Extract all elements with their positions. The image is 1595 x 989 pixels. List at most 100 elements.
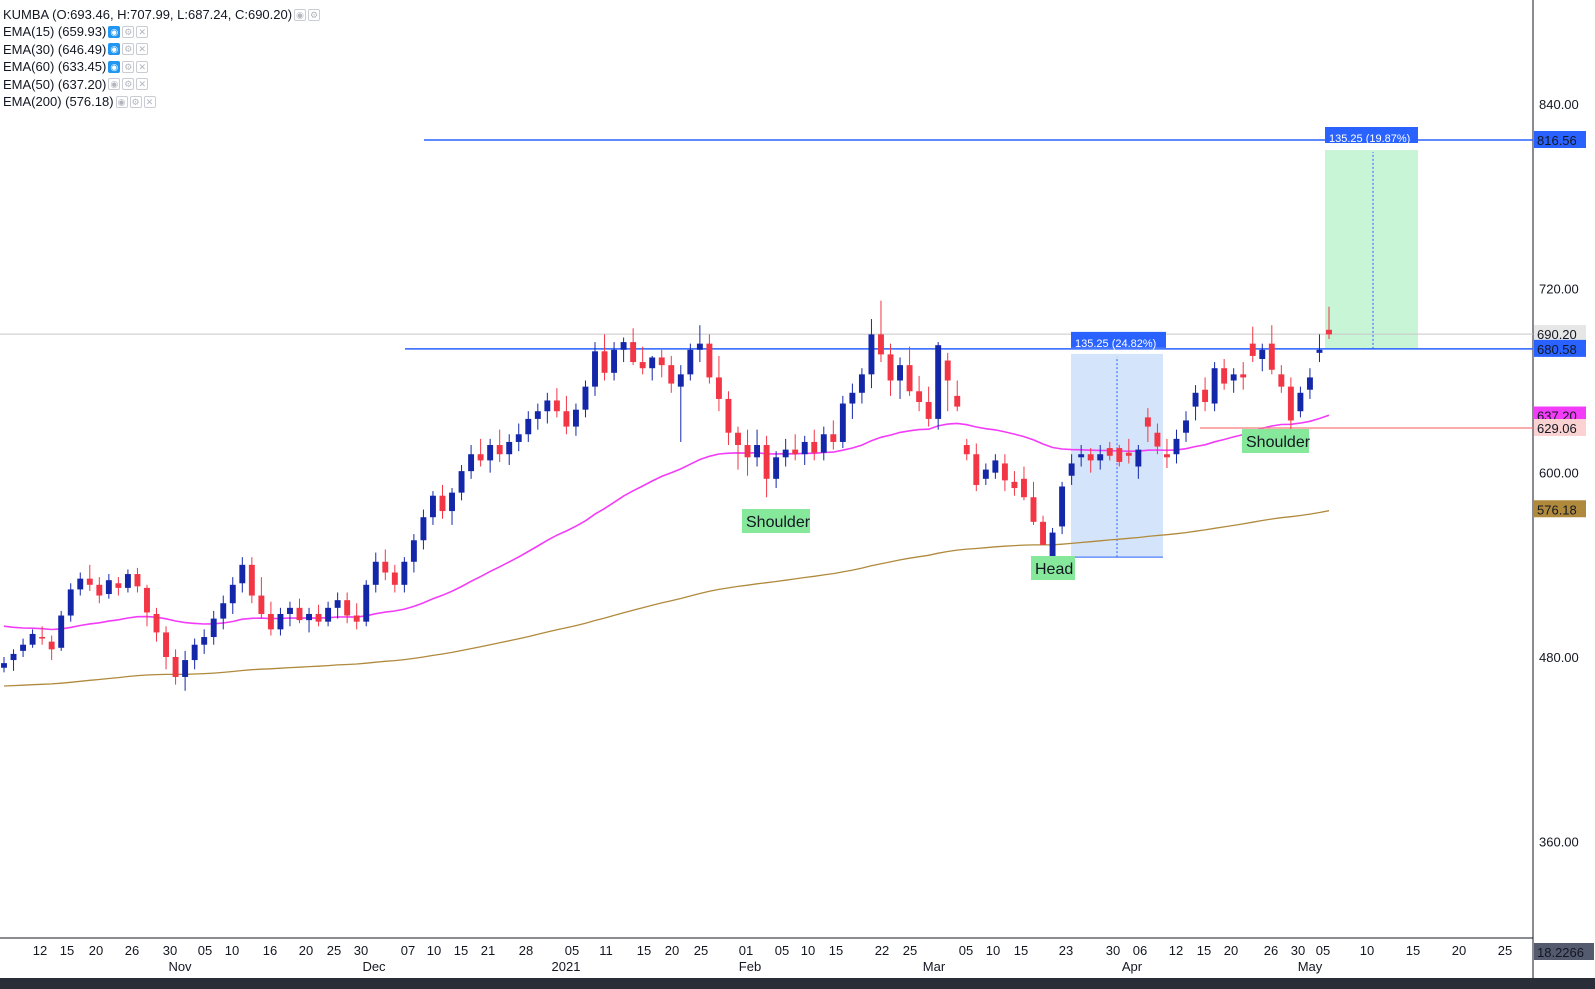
eye-icon[interactable]: ◉ [108, 60, 121, 73]
candle-body [858, 374, 865, 393]
candle-body [878, 334, 884, 355]
candle-body [544, 400, 551, 412]
time-tick-label: 10 [1360, 943, 1374, 958]
time-tick-label: 20 [1452, 943, 1466, 958]
time-tick-label: 20 [299, 943, 313, 958]
month-label: 2021 [552, 959, 581, 974]
candle-body [458, 471, 465, 493]
candle-body [48, 641, 55, 650]
settings-icon[interactable]: ⚙ [129, 95, 142, 108]
time-tick-label: 22 [875, 943, 889, 958]
candle-body [687, 349, 694, 375]
eye-icon[interactable]: ◉ [108, 26, 121, 39]
price-label-box [1534, 500, 1586, 518]
indicator-legend-row: EMA(60) (633.45) ◉ ⚙ ✕ [3, 58, 320, 75]
price-tick-label: 840.00 [1539, 97, 1579, 112]
candle-body [39, 637, 46, 639]
indicator-label: EMA(60) (633.45) [3, 59, 107, 75]
candle-body [296, 607, 303, 621]
settings-icon[interactable]: ⚙ [122, 43, 135, 56]
candle-body [592, 351, 598, 387]
settings-icon[interactable]: ⚙ [122, 78, 135, 91]
candle-body [277, 613, 284, 630]
eye-icon[interactable]: ◉ [115, 95, 128, 108]
candle-body [773, 457, 780, 479]
candle-body [963, 445, 970, 455]
candle-body [515, 434, 522, 442]
candle-body [1326, 329, 1332, 335]
settings-icon[interactable]: ⚙ [122, 60, 135, 73]
eye-icon[interactable]: ◉ [108, 43, 121, 56]
time-tick-label: 15 [1197, 943, 1211, 958]
candle-body [611, 349, 618, 373]
close-icon[interactable]: ✕ [136, 26, 149, 39]
candle-body [1030, 497, 1037, 522]
close-icon[interactable]: ✕ [143, 95, 156, 108]
time-tick-label: 25 [327, 943, 341, 958]
candle-body [1183, 420, 1189, 433]
candle-body [696, 343, 703, 350]
candle-body [630, 342, 637, 363]
candle-body [935, 345, 942, 419]
close-icon[interactable]: ✕ [136, 43, 149, 56]
candle-body [468, 454, 475, 472]
time-tick-label: 26 [1264, 943, 1278, 958]
pattern-label: Shoulder [1246, 434, 1311, 451]
time-tick-label: 10 [801, 943, 815, 958]
time-tick-label: 12 [33, 943, 47, 958]
candle-body [763, 445, 770, 479]
candle-body [248, 564, 255, 596]
settings-icon[interactable]: ⚙ [122, 26, 135, 39]
candle-body [334, 600, 341, 608]
candle-body [1297, 392, 1304, 412]
candle-body [973, 454, 980, 485]
candle-body [220, 603, 227, 619]
eye-icon[interactable]: ◉ [294, 8, 307, 21]
candle-body [1211, 368, 1218, 404]
indicator-label: EMA(200) (576.18) [3, 93, 114, 109]
candle-body [735, 432, 741, 446]
candle-body [916, 391, 923, 403]
candle-body [134, 574, 141, 587]
candle-body [449, 492, 455, 512]
candle-body [944, 360, 951, 381]
candle-body [811, 441, 818, 453]
symbol-ohlc-text: KUMBA (O:693.46, H:707.99, L:687.24, C:6… [3, 7, 293, 22]
settings-icon[interactable]: ⚙ [308, 8, 321, 21]
candle-body [582, 386, 589, 410]
candle-body [1259, 349, 1266, 359]
candle-body [344, 600, 351, 616]
time-tick-label: 07 [401, 943, 415, 958]
candle-body [382, 561, 389, 573]
price-label: 576.18 [1537, 502, 1577, 517]
candle-body [715, 377, 722, 399]
indicator-label: EMA(50) (637.20) [3, 76, 107, 92]
measure-callout-text: 135.25 (24.82%) [1075, 338, 1156, 350]
candle-body [477, 454, 484, 461]
candle-body [1106, 448, 1113, 456]
measure-callout-box [1325, 127, 1418, 144]
candle-body [153, 613, 160, 633]
time-tick-label: 05 [198, 943, 212, 958]
time-tick-label: 15 [1406, 943, 1420, 958]
eye-icon[interactable]: ◉ [108, 78, 121, 91]
candle-body [363, 584, 370, 622]
candle-body [820, 434, 827, 453]
indicator-legend-row: EMA(200) (576.18) ◉ ⚙ ✕ [3, 93, 320, 110]
candle-body [1068, 463, 1075, 476]
candle-body [1021, 478, 1027, 498]
candle-body [1316, 349, 1323, 353]
close-icon[interactable]: ✕ [136, 78, 149, 91]
time-tick-label: 11 [599, 943, 613, 958]
close-icon[interactable]: ✕ [136, 60, 149, 73]
month-label: Nov [168, 959, 192, 974]
time-tick-label: 15 [637, 943, 651, 958]
time-tick-label: 10 [225, 943, 239, 958]
pattern-label-box [1242, 429, 1309, 453]
candle-body [1011, 481, 1018, 489]
candle-body [1192, 392, 1199, 407]
candle-body [553, 400, 560, 412]
candle-body [1001, 463, 1008, 481]
price-label-box [1534, 325, 1586, 343]
